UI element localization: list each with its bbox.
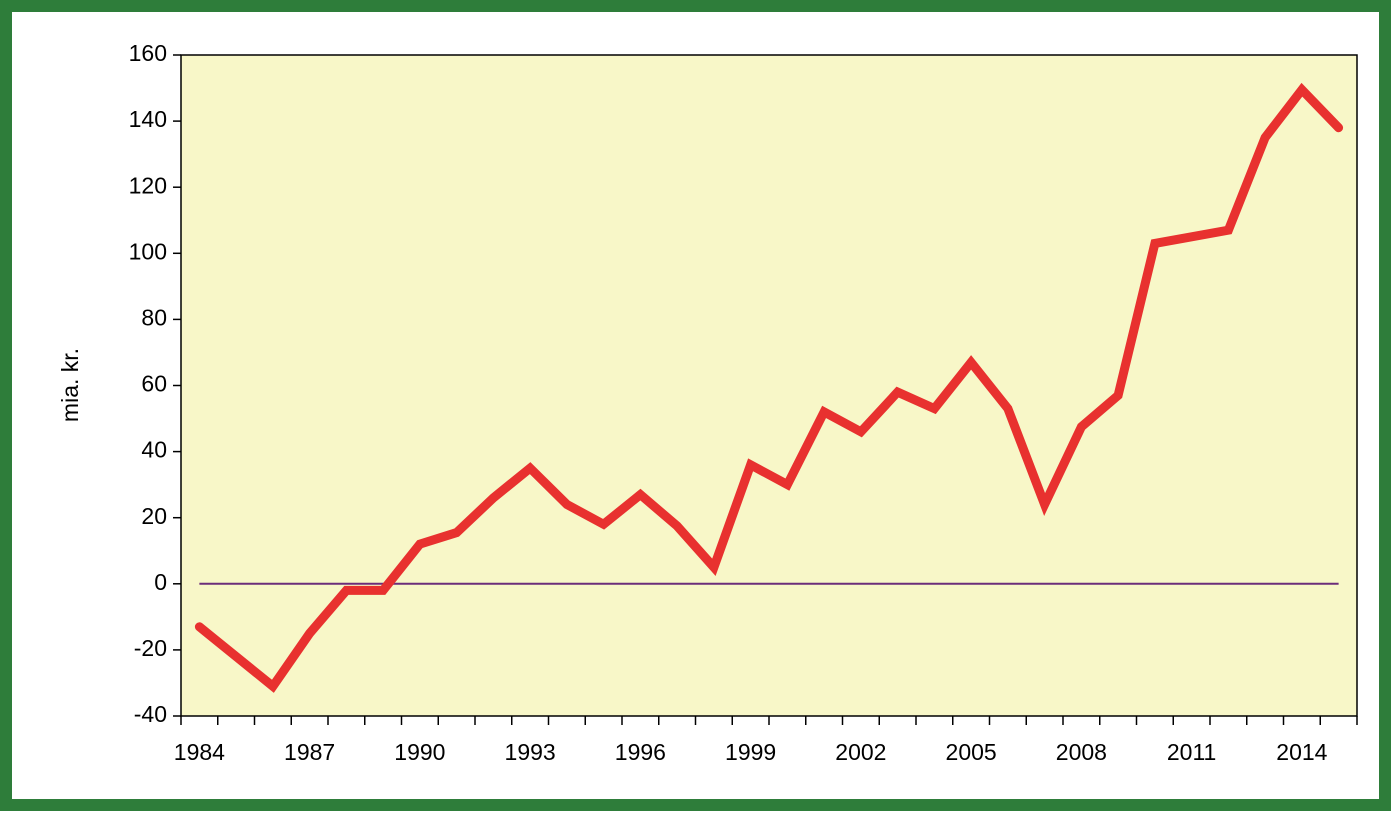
x-tick-label: 1990 bbox=[394, 739, 445, 765]
x-tick-label: 2011 bbox=[1167, 739, 1216, 765]
x-tick-label: 1993 bbox=[505, 739, 556, 765]
plot-area bbox=[180, 54, 1358, 717]
x-tick-label: 1996 bbox=[615, 739, 666, 765]
y-tick-label: 120 bbox=[129, 172, 167, 198]
x-tick-label: 2005 bbox=[946, 739, 997, 765]
y-tick-label: 20 bbox=[141, 503, 167, 529]
y-tick-label: 80 bbox=[141, 304, 167, 330]
y-tick-label: 60 bbox=[141, 371, 167, 397]
y-tick-label: 100 bbox=[129, 238, 167, 264]
y-tick-label: -20 bbox=[134, 635, 167, 661]
data-line bbox=[194, 82, 1344, 693]
y-axis-label: mia. kr. bbox=[57, 348, 83, 422]
y-tick-label: -40 bbox=[134, 701, 167, 727]
x-tick-label: 2002 bbox=[835, 739, 886, 765]
x-tick-label: 1999 bbox=[725, 739, 776, 765]
x-tick-label: 1987 bbox=[284, 739, 335, 765]
y-tick-label: 40 bbox=[141, 437, 167, 463]
y-tick-label: 160 bbox=[129, 40, 167, 66]
y-tick-label: 0 bbox=[154, 569, 167, 595]
x-tick-label: 1984 bbox=[174, 739, 225, 765]
y-tick-label: 140 bbox=[129, 106, 167, 132]
x-tick-label: 2008 bbox=[1056, 739, 1107, 765]
x-tick-label: 2014 bbox=[1276, 739, 1327, 765]
